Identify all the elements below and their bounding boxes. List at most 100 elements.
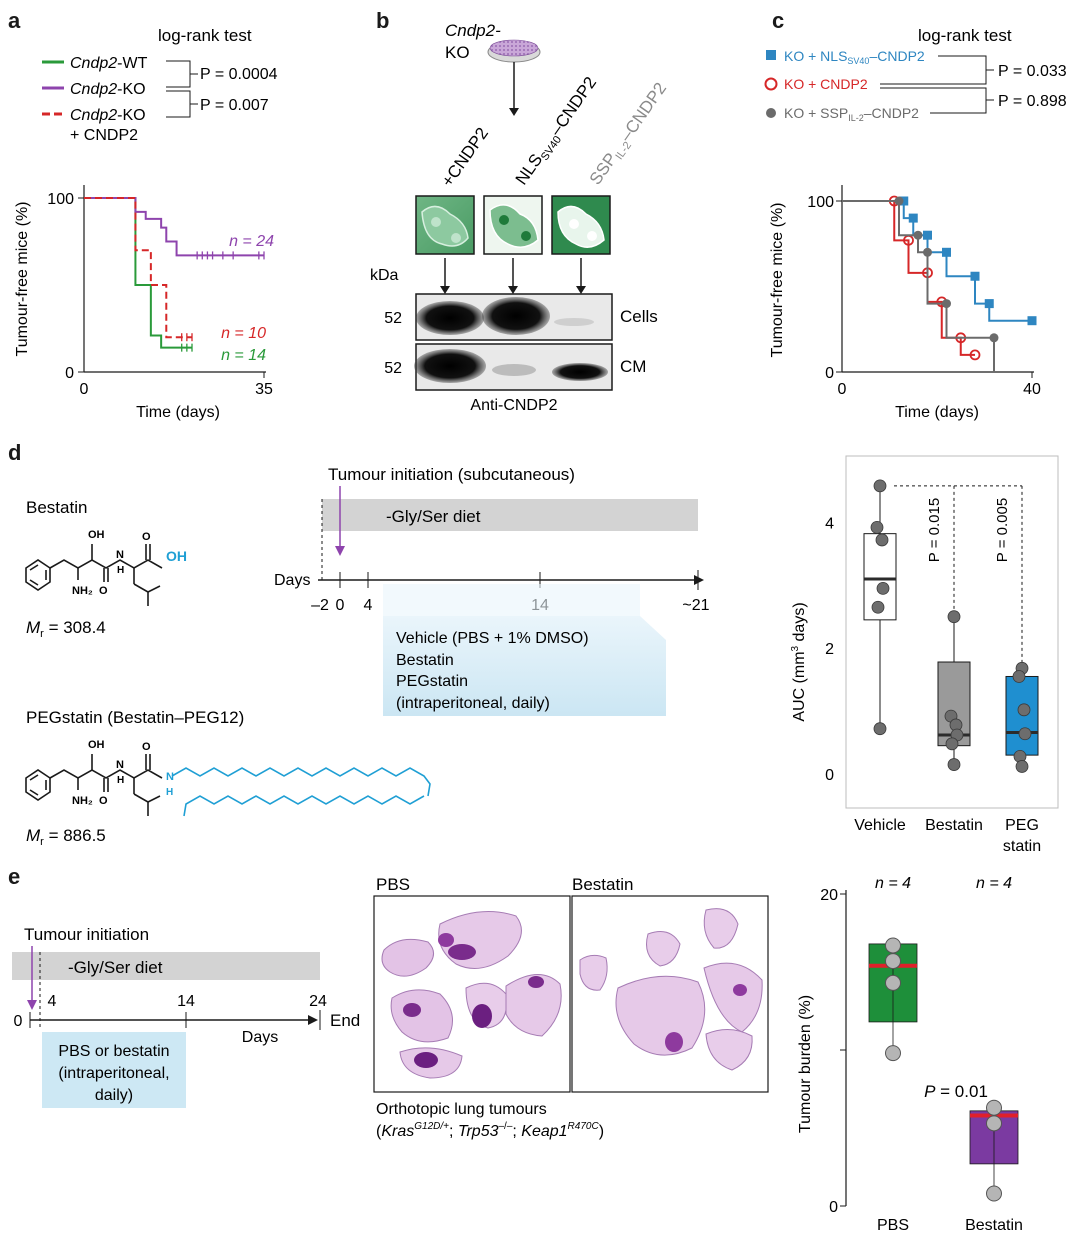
tick-label-4: 4 bbox=[364, 597, 373, 614]
legend-label-ko-cndp2: Cndp2-KO bbox=[70, 107, 146, 124]
treatment-4: (intraperitoneal, daily) bbox=[396, 695, 550, 712]
event-marker-square bbox=[1027, 316, 1037, 326]
mw-label-cm: 52 bbox=[384, 360, 402, 377]
timeline-arrowhead bbox=[694, 575, 704, 585]
e-y-ticks: 0 20 bbox=[820, 887, 846, 1216]
y-axis-label: Tumour-free mice (%) bbox=[14, 202, 31, 357]
bracket-1 bbox=[166, 60, 191, 88]
n-label-wt: n = 14 bbox=[221, 347, 266, 364]
d-point bbox=[870, 520, 884, 534]
panel-label-d: d bbox=[8, 440, 22, 465]
d-group-peg: PEG bbox=[1005, 817, 1039, 834]
treatment-box-top bbox=[383, 584, 640, 616]
d-point bbox=[1017, 703, 1031, 717]
diet-label: -Gly/Ser diet bbox=[386, 507, 481, 526]
peg-chain-bottom bbox=[183, 795, 425, 817]
condition-label-ssp: SSPIL-2–CNDP2 bbox=[586, 79, 670, 190]
e-point bbox=[885, 953, 901, 970]
survival-curve-0 bbox=[84, 197, 192, 349]
d-point bbox=[875, 533, 889, 547]
e-point bbox=[885, 974, 901, 991]
histo-genotype: (KrasG12D/+; Trp53–/–; Keap1R470C) bbox=[376, 1121, 604, 1140]
pegstatin-mr: Mr = 886.5 bbox=[26, 826, 106, 848]
legend-label-wt: Cndp2-WT bbox=[70, 55, 148, 72]
d-group-bestatin: Bestatin bbox=[925, 817, 983, 834]
d-plot-frame bbox=[845, 455, 1059, 809]
peg-chain-top bbox=[171, 767, 431, 797]
e-point bbox=[885, 937, 901, 954]
pegstatin-structure bbox=[25, 754, 163, 816]
histo-image-bestatin bbox=[579, 908, 763, 1071]
bestatin-oh: OH bbox=[88, 529, 105, 541]
panel-e-box-plot: Tumour burden (%) 0 20 n = 4 n = 4 P = 0.… bbox=[797, 875, 1023, 1234]
e-pvalue: P = 0.01 bbox=[924, 1082, 988, 1101]
c-ytick-label-100: 100 bbox=[807, 194, 834, 211]
panel-a-curves bbox=[84, 197, 265, 352]
d-group-statin: statin bbox=[1003, 838, 1041, 855]
event-marker-dot bbox=[989, 333, 999, 343]
e-point bbox=[986, 1115, 1002, 1132]
days-label: Days bbox=[274, 572, 310, 589]
peg-o2: O bbox=[142, 741, 151, 753]
d-point bbox=[871, 600, 885, 614]
tick-label-m2: –2 bbox=[311, 597, 329, 614]
culture-dish-cells bbox=[489, 39, 539, 57]
d-point bbox=[947, 610, 961, 624]
e-n-label-pbs: n = 4 bbox=[875, 875, 911, 892]
e-group-bestatin: Bestatin bbox=[965, 1217, 1023, 1234]
cell-image-ssp bbox=[551, 195, 611, 255]
pvalue-c1: P = 0.033 bbox=[998, 63, 1067, 80]
tick-label-0: 0 bbox=[336, 597, 345, 614]
e-ytick-label: 20 bbox=[820, 887, 838, 904]
row-label-cells: Cells bbox=[620, 307, 658, 326]
kda-label: kDa bbox=[370, 267, 399, 284]
e-treatment-2: (intraperitoneal, bbox=[58, 1065, 169, 1082]
n-label-ko: n = 24 bbox=[229, 233, 274, 250]
tick-label-21: ~21 bbox=[682, 597, 709, 614]
d-point bbox=[1012, 670, 1026, 683]
legend-label-nls: KO + NLSSV40–CNDP2 bbox=[784, 48, 925, 66]
pvalue-c2: P = 0.898 bbox=[998, 93, 1067, 110]
d-point bbox=[947, 758, 961, 771]
panel-label-b: b bbox=[376, 8, 390, 33]
ytick-label-0: 0 bbox=[65, 365, 74, 382]
panel-d-box-plot: AUC (mm3 days) 024 Vehicle Bestatin PEG … bbox=[790, 455, 1059, 855]
panel-label-c: c bbox=[772, 8, 785, 33]
event-marker-dot bbox=[942, 299, 951, 309]
event-marker-square bbox=[970, 271, 980, 281]
d-point bbox=[873, 479, 887, 493]
e-treatment-3: daily) bbox=[95, 1087, 133, 1104]
event-marker-dot bbox=[923, 247, 932, 257]
bestatin-mr: Mr = 308.4 bbox=[26, 618, 106, 640]
e-boxes bbox=[868, 937, 1019, 1202]
bestatin-nh2: NH₂ bbox=[72, 585, 93, 597]
bestatin-oh-acid: OH bbox=[166, 548, 187, 564]
event-marker-square bbox=[984, 299, 994, 309]
e-ytick-label: 0 bbox=[829, 1199, 838, 1216]
c-xtick-label-0: 0 bbox=[838, 381, 847, 398]
blot-cells bbox=[415, 293, 613, 341]
histo-image-pbs bbox=[381, 911, 562, 1079]
d-point bbox=[1018, 727, 1032, 741]
blot-cm bbox=[414, 343, 613, 391]
d-y-ticks: 0 2 4 bbox=[825, 515, 834, 784]
peg-n: N bbox=[166, 771, 174, 783]
arrowhead-2 bbox=[508, 286, 518, 294]
panel-b-western-blot: Cndp2- KO +CNDP2 NLSSV40–CNDP2 SSPIL-2–C… bbox=[370, 21, 670, 414]
bestatin-h: H bbox=[117, 565, 124, 576]
treatment-1: Vehicle (PBS + 1% DMSO) bbox=[396, 630, 589, 647]
e-group-pbs: PBS bbox=[877, 1217, 909, 1234]
legend-label-ko-cndp2-line2: + CNDP2 bbox=[70, 127, 138, 144]
panel-a-test-title: log-rank test bbox=[158, 26, 252, 45]
histo-label-pbs: PBS bbox=[376, 875, 410, 894]
treatment-3: PEGstatin bbox=[396, 673, 468, 690]
d-ytick-label: 2 bbox=[825, 641, 834, 658]
cell-image-cndp2 bbox=[415, 195, 475, 255]
treatment-2: Bestatin bbox=[396, 652, 454, 669]
ko-label-line1: Cndp2- bbox=[445, 21, 501, 40]
mw-label-cells: 52 bbox=[384, 310, 402, 327]
pvalue-1: P = 0.0004 bbox=[200, 66, 278, 83]
antibody-label: Anti-CNDP2 bbox=[470, 397, 557, 414]
legend-marker-cndp2 bbox=[764, 77, 778, 91]
survival-curve-1 bbox=[84, 197, 264, 257]
